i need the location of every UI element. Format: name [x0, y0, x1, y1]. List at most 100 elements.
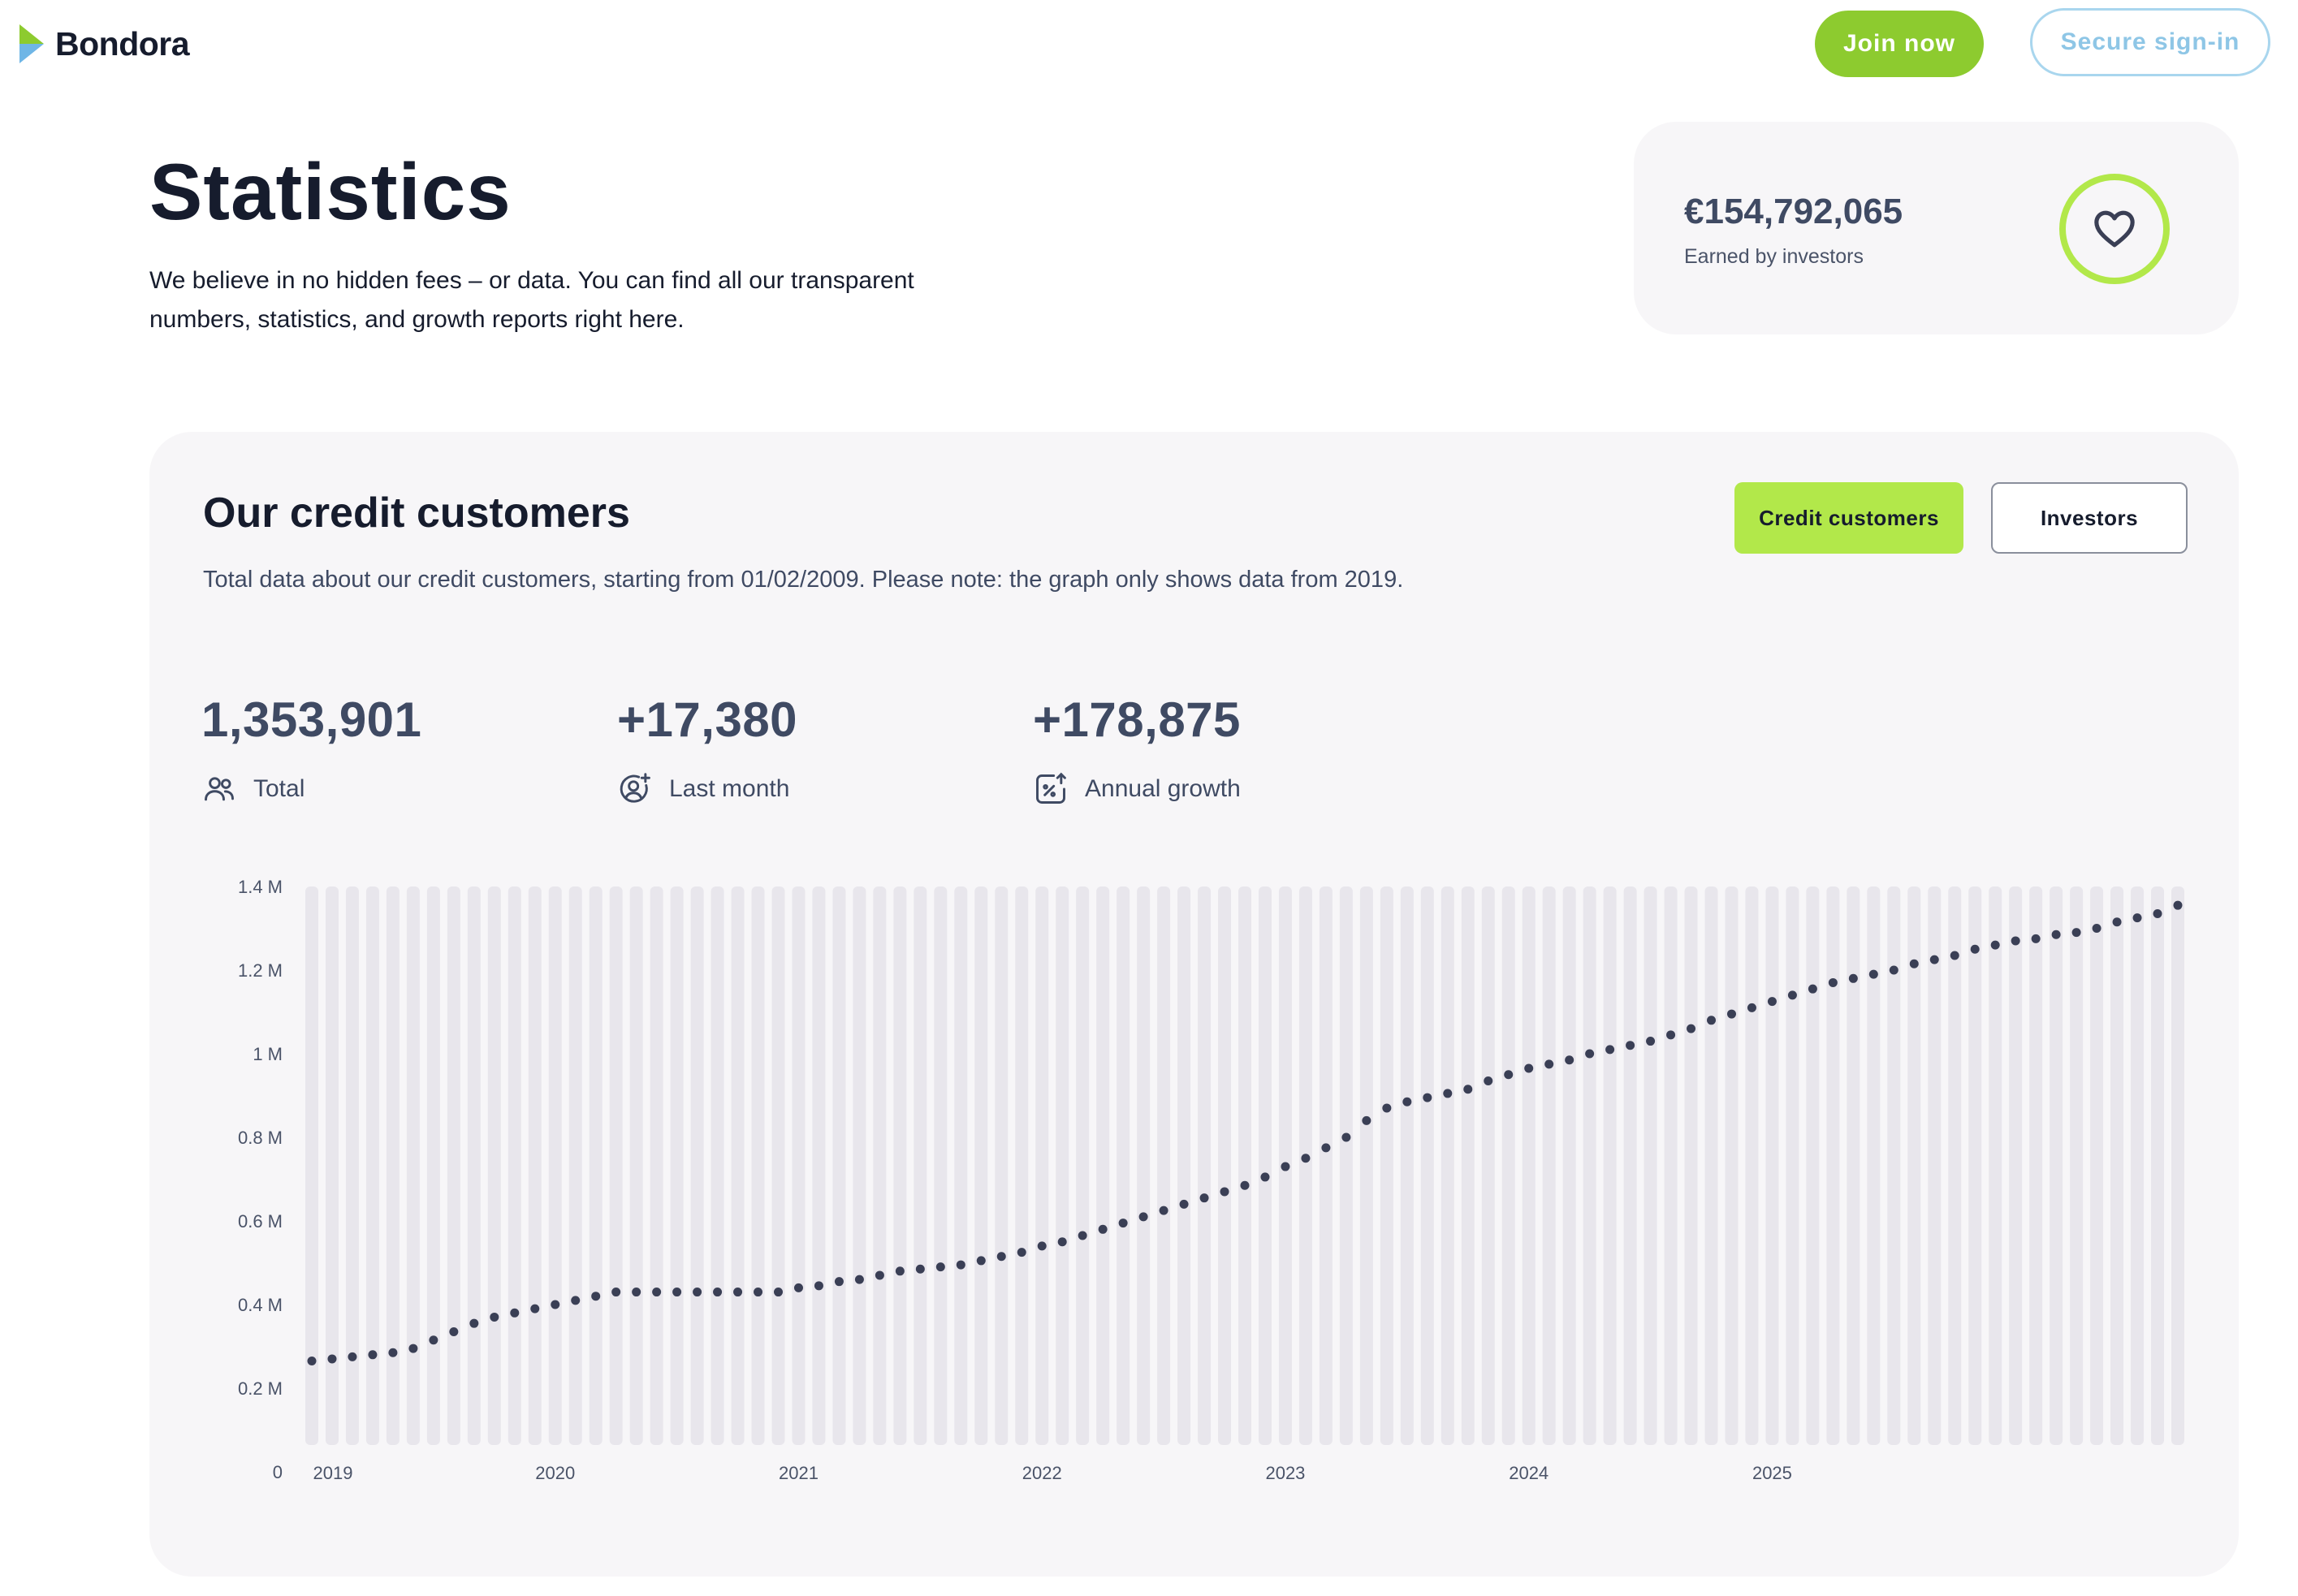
chart-data-point[interactable] — [1017, 1248, 1026, 1257]
chart-month-bar[interactable] — [2151, 886, 2165, 1445]
chart-data-point[interactable] — [1057, 1237, 1067, 1247]
chart-month-bar[interactable] — [2029, 886, 2043, 1445]
chart-data-point[interactable] — [1220, 1187, 1229, 1197]
chart-month-bar[interactable] — [995, 886, 1009, 1445]
chart-data-point[interactable] — [449, 1326, 459, 1336]
chart-month-bar[interactable] — [1907, 886, 1921, 1445]
chart-month-bar[interactable] — [670, 886, 684, 1445]
chart-data-point[interactable] — [1909, 959, 1919, 968]
chart-data-point[interactable] — [551, 1300, 560, 1309]
chart-month-bar[interactable] — [792, 886, 806, 1445]
chart-month-bar[interactable] — [345, 886, 359, 1445]
chart-data-point[interactable] — [632, 1288, 641, 1297]
chart-data-point[interactable] — [1970, 944, 1980, 954]
chart-month-bar[interactable] — [934, 886, 948, 1445]
chart-month-bar[interactable] — [528, 886, 542, 1445]
chart-data-point[interactable] — [1078, 1231, 1087, 1240]
chart-data-point[interactable] — [793, 1283, 803, 1292]
chart-month-bar[interactable] — [1765, 886, 1779, 1445]
chart-month-bar[interactable] — [751, 886, 765, 1445]
chart-data-point[interactable] — [1848, 973, 1858, 983]
chart-month-bar[interactable] — [1218, 886, 1232, 1445]
chart-data-point[interactable] — [2031, 934, 2041, 943]
chart-month-bar[interactable] — [1948, 886, 1962, 1445]
chart-data-point[interactable] — [408, 1344, 418, 1353]
chart-month-bar[interactable] — [650, 886, 663, 1445]
chart-data-point[interactable] — [1159, 1206, 1168, 1215]
chart-data-point[interactable] — [1889, 965, 1898, 975]
chart-month-bar[interactable] — [568, 886, 582, 1445]
chart-month-bar[interactable] — [1056, 886, 1069, 1445]
chart-data-point[interactable] — [510, 1308, 520, 1318]
chart-month-bar[interactable] — [771, 886, 785, 1445]
chart-month-bar[interactable] — [711, 886, 724, 1445]
chart-data-point[interactable] — [2132, 913, 2142, 923]
chart-month-bar[interactable] — [1968, 886, 1982, 1445]
chart-data-point[interactable] — [652, 1288, 662, 1297]
chart-month-bar[interactable] — [1177, 886, 1191, 1445]
chart-month-bar[interactable] — [1867, 886, 1881, 1445]
chart-month-bar[interactable] — [1928, 886, 1942, 1445]
chart-data-point[interactable] — [976, 1256, 986, 1266]
chart-month-bar[interactable] — [447, 886, 460, 1445]
chart-month-bar[interactable] — [2171, 886, 2184, 1445]
chart-month-bar[interactable] — [1319, 886, 1333, 1445]
chart-data-point[interactable] — [1118, 1219, 1128, 1228]
chart-month-bar[interactable] — [325, 886, 339, 1445]
tab-investors[interactable]: Investors — [1991, 482, 2188, 554]
chart-month-bar[interactable] — [1481, 886, 1495, 1445]
chart-data-point[interactable] — [1544, 1059, 1554, 1069]
chart-data-point[interactable] — [368, 1350, 378, 1360]
chart-data-point[interactable] — [2051, 930, 2061, 939]
chart-data-point[interactable] — [530, 1304, 540, 1313]
chart-month-bar[interactable] — [2009, 886, 2023, 1445]
chart-month-bar[interactable] — [609, 886, 623, 1445]
chart-data-point[interactable] — [2153, 908, 2162, 918]
chart-data-point[interactable] — [1301, 1154, 1311, 1163]
chart-month-bar[interactable] — [1298, 886, 1312, 1445]
chart-month-bar[interactable] — [1420, 886, 1434, 1445]
chart-data-point[interactable] — [875, 1270, 884, 1280]
chart-data-point[interactable] — [348, 1352, 357, 1361]
chart-month-bar[interactable] — [1441, 886, 1454, 1445]
chart-data-point[interactable] — [693, 1288, 702, 1297]
chart-data-point[interactable] — [2092, 924, 2101, 933]
chart-month-bar[interactable] — [1339, 886, 1353, 1445]
chart-data-point[interactable] — [591, 1292, 601, 1301]
chart-data-point[interactable] — [1707, 1016, 1716, 1025]
chart-month-bar[interactable] — [832, 886, 846, 1445]
chart-month-bar[interactable] — [873, 886, 887, 1445]
chart-data-point[interactable] — [895, 1266, 905, 1276]
chart-month-bar[interactable] — [426, 886, 440, 1445]
chart-month-bar[interactable] — [487, 886, 501, 1445]
chart-data-point[interactable] — [1929, 955, 1939, 964]
chart-month-bar[interactable] — [406, 886, 420, 1445]
chart-data-point[interactable] — [1037, 1241, 1047, 1251]
chart-data-point[interactable] — [1504, 1070, 1514, 1080]
chart-month-bar[interactable] — [1745, 886, 1759, 1445]
chart-data-point[interactable] — [1585, 1049, 1595, 1059]
chart-month-bar[interactable] — [2090, 886, 2104, 1445]
chart-month-bar[interactable] — [1786, 886, 1799, 1445]
chart-data-point[interactable] — [996, 1252, 1006, 1262]
chart-month-bar[interactable] — [1623, 886, 1637, 1445]
chart-data-point[interactable] — [1828, 977, 1838, 987]
chart-month-bar[interactable] — [508, 886, 521, 1445]
chart-month-bar[interactable] — [1258, 886, 1272, 1445]
chart-data-point[interactable] — [814, 1281, 823, 1291]
chart-month-bar[interactable] — [1989, 886, 2002, 1445]
chart-month-bar[interactable] — [1035, 886, 1049, 1445]
chart-month-bar[interactable] — [1501, 886, 1515, 1445]
chart-data-point[interactable] — [1787, 990, 1797, 1000]
chart-data-point[interactable] — [1199, 1193, 1209, 1203]
chart-month-bar[interactable] — [1137, 886, 1151, 1445]
chart-data-point[interactable] — [1138, 1212, 1148, 1222]
chart-data-point[interactable] — [1726, 1009, 1736, 1019]
chart-data-point[interactable] — [611, 1288, 621, 1297]
chart-data-point[interactable] — [327, 1354, 337, 1364]
chart-data-point[interactable] — [1260, 1172, 1270, 1182]
secure-sign-in-button[interactable]: Secure sign-in — [2030, 8, 2270, 76]
chart-month-bar[interactable] — [1725, 886, 1739, 1445]
chart-month-bar[interactable] — [1380, 886, 1393, 1445]
chart-data-point[interactable] — [672, 1288, 682, 1297]
